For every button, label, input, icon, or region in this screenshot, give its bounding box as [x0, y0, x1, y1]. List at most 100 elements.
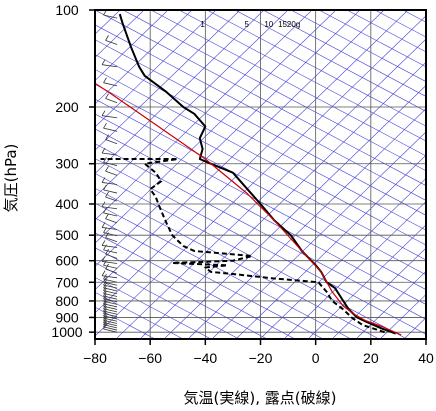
wind-barb-staff — [105, 253, 118, 259]
wind-barb-staff — [103, 322, 118, 327]
wind-barb-flag — [103, 207, 107, 214]
mixing-ratio-label: 1 — [200, 20, 205, 29]
dry-adiabat-line — [95, 10, 289, 198]
dry-adiabat-line — [95, 10, 193, 105]
wind-barb-staff — [101, 227, 118, 230]
isotherm-line — [290, 10, 426, 82]
isotherm-line — [234, 10, 426, 112]
wind-barb-staff — [103, 290, 118, 295]
y-tick-label: 300 — [55, 156, 79, 172]
y-tick-label: 900 — [55, 309, 79, 325]
wind-barb-staff — [103, 14, 118, 19]
dry-adiabat-line — [307, 224, 426, 339]
wind-barb-staff — [101, 115, 118, 119]
wind-barb-flag — [101, 240, 106, 246]
y-tick-label: 400 — [55, 196, 79, 212]
dry-adiabat-line — [95, 10, 361, 267]
wind-barb-staff — [103, 315, 118, 320]
wind-barb-staff — [101, 152, 118, 156]
pressure-grid — [95, 10, 426, 339]
wind-barb-staff — [103, 317, 118, 322]
wind-barb-staff — [101, 261, 118, 264]
wind-barb-staff — [103, 292, 118, 297]
wind-barb-flag — [103, 321, 107, 328]
wind-barb-staff — [103, 249, 118, 254]
dry-adiabat-line — [95, 10, 337, 244]
wind-barb-staff — [103, 264, 118, 269]
dry-adiabat-line — [283, 201, 426, 339]
wind-barb-flag — [103, 273, 107, 280]
series-layer — [95, 13, 402, 336]
y-axis-title: 気圧(hPa) — [2, 144, 20, 213]
mixing-ratio-label: 20g — [287, 20, 300, 29]
wind-barb-flag — [105, 134, 109, 140]
background-lines — [95, 10, 436, 339]
wind-barb-flag — [105, 263, 109, 270]
wind-barb-flag — [101, 59, 106, 65]
dry-adiabat-line — [95, 10, 265, 174]
wind-barb-staff — [105, 268, 118, 274]
dry-adiabat-line — [95, 10, 169, 82]
wind-barb-staff — [103, 310, 118, 315]
y-tick-label: 1000 — [51, 324, 82, 340]
wind-barb-staff — [105, 170, 118, 176]
x-axis-title: 気温(実線), 露点(破線) — [184, 389, 337, 407]
isotherm-line — [95, 187, 380, 339]
x-tick-label: −80 — [83, 350, 107, 366]
isotherm-line — [95, 277, 212, 339]
wind-barb-flag — [105, 248, 109, 255]
dry-adiabat-line — [235, 154, 426, 339]
x-axis: −80 −60 −40 −20 0 20 40 — [83, 339, 434, 366]
x-tick-label: −20 — [249, 350, 273, 366]
wind-barb-flag — [101, 177, 106, 183]
isotherm-line — [431, 10, 436, 339]
wind-barb-staff — [105, 237, 118, 243]
isotherm-line — [122, 10, 426, 172]
isotherm-line — [95, 202, 352, 339]
wind-barb-flag — [103, 260, 107, 266]
wind-barb-flag — [105, 93, 109, 99]
dry-adiabat-line — [211, 131, 426, 339]
wind-barb-flag — [101, 256, 106, 262]
wind-barb-staff — [101, 206, 118, 210]
isotherm-line — [150, 10, 426, 157]
wind-barb-flag — [101, 222, 106, 228]
isotherm-line — [318, 10, 426, 68]
wind-barb-staff — [103, 127, 118, 132]
isotherm-line — [95, 262, 240, 339]
x-tick-label: 0 — [312, 350, 320, 366]
wind-barb-staff — [103, 328, 118, 333]
dry-adiabat-line — [95, 10, 385, 291]
wind-barb-staff — [103, 305, 118, 310]
wind-barb-staff — [101, 182, 118, 185]
isotherm-line — [95, 128, 426, 305]
isotherm-line — [262, 10, 426, 97]
wind-barb-flag — [101, 110, 106, 116]
y-tick-label: 600 — [55, 253, 79, 269]
wind-barb-staff — [103, 189, 118, 194]
isotherm-line — [95, 24, 426, 201]
wind-barb-flag — [105, 35, 109, 41]
wind-barb-flag — [101, 270, 106, 276]
wind-barb-staff — [103, 313, 118, 318]
wind-barb-staff — [103, 295, 118, 300]
isotherm-line — [178, 10, 426, 142]
wind-barb-staff — [103, 324, 118, 329]
wind-barb-staff — [103, 287, 118, 292]
wind-barb-staff — [103, 162, 118, 166]
isotherm-line — [95, 247, 268, 339]
mixing-ratio-label: 5 — [244, 20, 249, 29]
isotherm-line — [95, 54, 426, 231]
dry-adiabat-line — [428, 10, 436, 339]
isotherm-line — [95, 158, 426, 335]
y-tick-label: 200 — [55, 99, 79, 115]
temperature-line — [118, 13, 397, 335]
dry-adiabat-line — [95, 10, 409, 314]
isotherm-line — [95, 143, 426, 320]
wind-barb-staff — [105, 218, 118, 224]
wind-barb-staff — [101, 245, 118, 248]
dry-adiabat-line — [95, 15, 426, 337]
dewpoint-line — [100, 158, 385, 334]
